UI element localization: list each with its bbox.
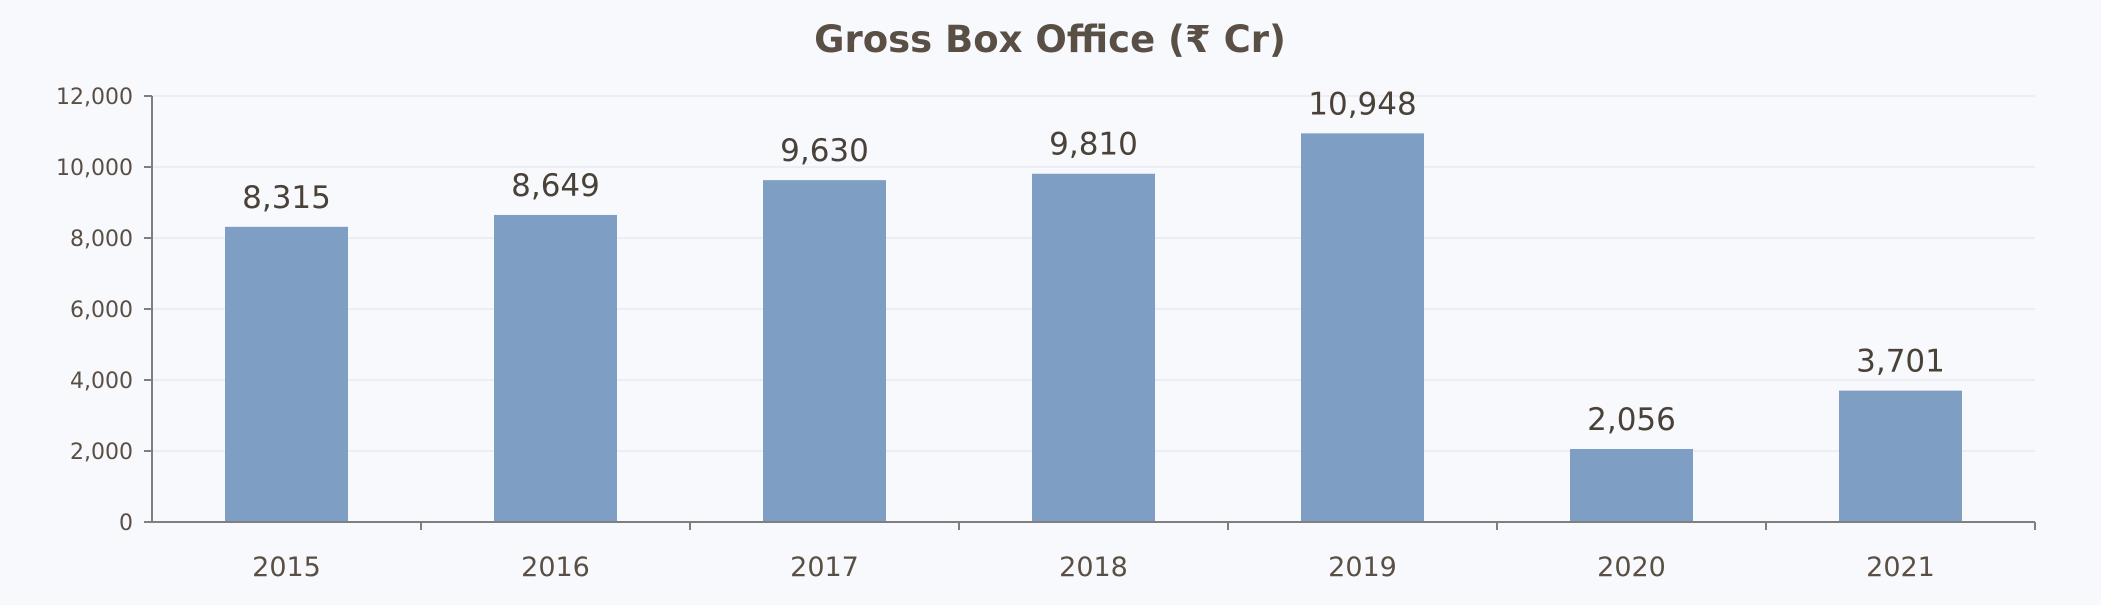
data-label: 3,701 [1856, 344, 1945, 380]
x-tick-label: 2018 [1059, 552, 1128, 583]
bar-2020 [1570, 449, 1693, 522]
y-tick-label: 6,000 [70, 298, 133, 323]
data-label: 8,649 [511, 168, 600, 204]
bar-2018 [1032, 173, 1155, 522]
axes [144, 95, 2036, 530]
bar-2019 [1301, 133, 1424, 522]
data-label: 9,630 [780, 133, 869, 169]
y-tick-label: 8,000 [70, 227, 133, 252]
chart-title: Gross Box Office (₹ Cr) [814, 18, 1286, 61]
bar-2015 [225, 226, 348, 522]
data-label: 2,056 [1587, 402, 1676, 438]
x-tick-label: 2019 [1328, 552, 1397, 583]
y-tick-label: 4,000 [70, 369, 133, 394]
bar-2017 [763, 180, 886, 522]
y-tick-label: 12,000 [56, 85, 133, 110]
y-tick-label: 0 [119, 511, 133, 536]
bar-2016 [494, 214, 617, 522]
x-tick-label: 2016 [521, 552, 590, 583]
x-tick-label: 2020 [1597, 552, 1666, 583]
bar-2021 [1839, 390, 1962, 522]
x-tick-label: 2015 [252, 552, 321, 583]
y-tick-label: 2,000 [70, 440, 133, 465]
bars [225, 133, 1962, 522]
labels: 0 2,000 4,000 6,000 8,000 10,000 12,000 8,315 20… [56, 85, 1945, 583]
data-label: 9,810 [1049, 127, 1138, 163]
x-tick-label: 2021 [1866, 552, 1935, 583]
data-label: 8,315 [242, 180, 331, 216]
x-tick-label: 2017 [790, 552, 859, 583]
y-tick-label: 10,000 [56, 156, 133, 181]
data-label: 10,948 [1308, 86, 1416, 122]
